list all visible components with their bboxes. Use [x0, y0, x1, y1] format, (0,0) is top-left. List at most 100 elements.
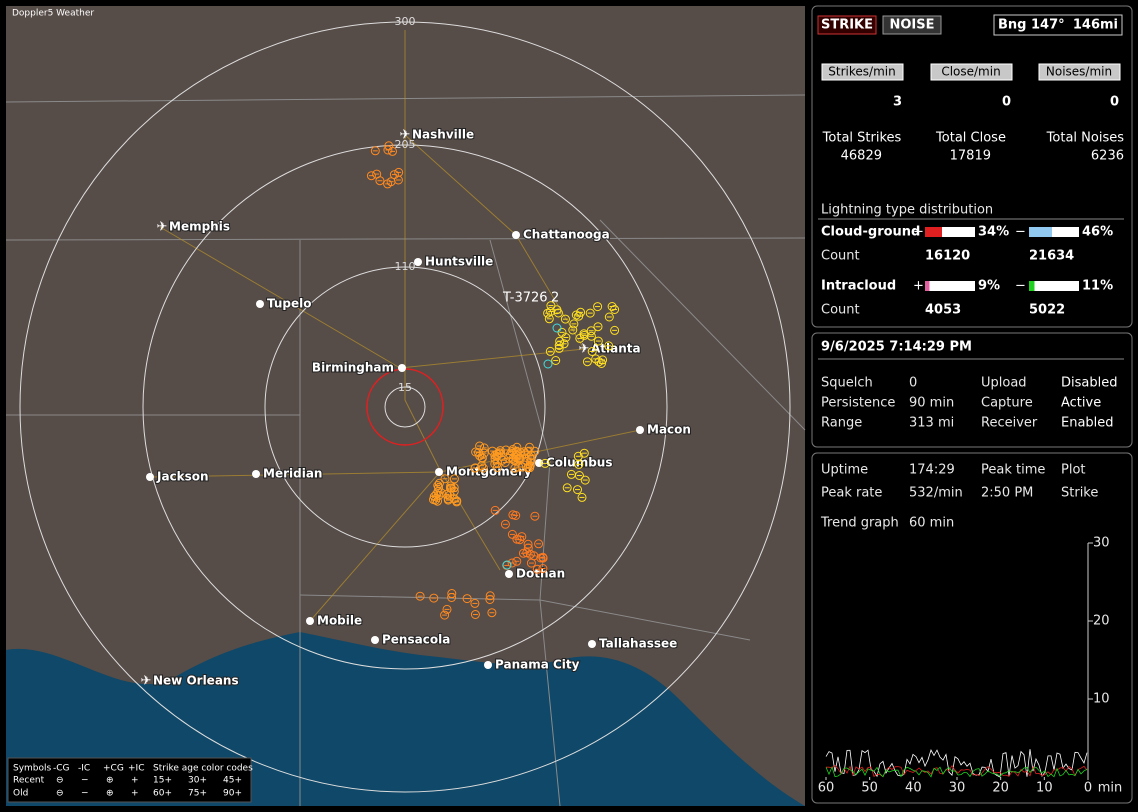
- city-label: Columbus: [546, 456, 613, 470]
- strike-symbol: [607, 302, 617, 311]
- inner-ring: [384, 386, 426, 428]
- city-dot: [588, 640, 596, 648]
- city-dot: [435, 468, 443, 476]
- strike-symbol: [370, 146, 380, 156]
- legend-old: Old: [13, 789, 28, 799]
- stat-text: Peak rate: [821, 486, 882, 501]
- strike-symbol: [540, 458, 550, 468]
- city-label: Mobile: [317, 614, 362, 628]
- airport-icon: ✈: [579, 342, 590, 357]
- strike-button[interactable]: [817, 15, 877, 35]
- strike-symbol: [490, 450, 500, 460]
- stat-text: 60 min: [909, 516, 954, 531]
- strike-symbol: [522, 456, 532, 466]
- strike-symbol: [593, 302, 603, 312]
- strike-symbol: [543, 359, 553, 369]
- x-tick-label: 10: [1036, 781, 1053, 796]
- city-label: Dothan: [516, 567, 565, 581]
- strike-symbol: [433, 481, 443, 490]
- legend-age: 60+: [153, 789, 172, 799]
- city-label: Macon: [647, 423, 691, 437]
- strike-symbol: [445, 483, 455, 493]
- strike-symbol: [551, 356, 561, 365]
- stat-text: 532/min: [909, 486, 963, 501]
- stat-text: Strike: [1061, 486, 1098, 501]
- trend-line: [825, 748, 1088, 778]
- stat-text: Plot: [1061, 463, 1086, 478]
- airport-icon: ✈: [400, 128, 411, 143]
- city-label: Tupelo: [267, 297, 312, 311]
- legend-age: 90+: [223, 789, 242, 799]
- rate-value: 0: [1002, 95, 1011, 110]
- strike-symbol: [604, 341, 614, 351]
- legend-age-title: Strike age color codes: [153, 764, 253, 774]
- range-ring: [264, 266, 546, 548]
- strike-symbol: [523, 447, 533, 457]
- count-value: 16120: [925, 249, 970, 264]
- rate-label: Close/min: [941, 65, 1000, 79]
- city-dot: [484, 661, 492, 669]
- setting-label: Upload: [981, 376, 1027, 391]
- count-label: Count: [821, 249, 860, 264]
- strike-symbol: [462, 594, 472, 604]
- rate-label: Strikes/min: [828, 65, 895, 79]
- strike-symbol: [536, 553, 546, 563]
- range-ring: [19, 21, 791, 793]
- strike-symbol: [508, 510, 518, 520]
- legend-age: 30+: [188, 776, 207, 786]
- strike-symbol: [593, 322, 603, 332]
- legend-age: 15+: [153, 776, 172, 786]
- city-dot: [636, 426, 644, 434]
- city-label: Birmingham: [312, 361, 394, 375]
- stat-text: Peak time: [981, 463, 1045, 478]
- strike-symbol: [576, 307, 586, 317]
- y-tick-label: 30: [1093, 536, 1110, 551]
- minus-sign: −: [1015, 279, 1026, 294]
- y-tick-label: 10: [1093, 692, 1110, 707]
- strike-symbol: [366, 171, 376, 181]
- minus-sign: −: [1015, 225, 1026, 240]
- strike-symbol: [555, 336, 565, 346]
- noise-button[interactable]: [882, 15, 942, 35]
- strike-symbol: [452, 497, 462, 507]
- stat-text: Trend graph: [820, 516, 899, 531]
- strike-symbol: [552, 305, 562, 315]
- city-dot: [252, 470, 260, 478]
- strike-symbol: [372, 169, 382, 179]
- city-label: Nashville: [412, 128, 474, 142]
- marker-count: 2: [551, 291, 559, 306]
- strike-symbol: [470, 598, 480, 608]
- type-name: Cloud-ground: [821, 225, 920, 240]
- strike-symbol: [511, 447, 521, 457]
- strike-symbol: [568, 325, 578, 335]
- rate-value: 3: [893, 95, 902, 110]
- strike-symbol: [545, 346, 555, 356]
- count-value: 4053: [925, 303, 961, 318]
- bar-fill: [925, 227, 942, 237]
- bar-label: 46%: [1082, 225, 1113, 240]
- strike-symbol: [546, 301, 556, 311]
- count-label: Count: [821, 303, 860, 318]
- x-tick-label: 20: [992, 781, 1009, 796]
- bar-fill: [1029, 227, 1052, 237]
- strike-symbol: [597, 359, 606, 368]
- strike-symbol: [470, 463, 480, 473]
- strike-symbol: [490, 505, 500, 515]
- setting-value: Active: [1061, 396, 1101, 411]
- strike-symbol: [497, 455, 507, 465]
- legend-icon: −: [81, 776, 89, 786]
- rate-button: [1038, 63, 1121, 81]
- rate-button: [930, 63, 1013, 81]
- bar-label: 34%: [978, 225, 1009, 240]
- total-label: Total Strikes: [822, 131, 902, 146]
- bearing-box: [993, 14, 1123, 36]
- strike-symbol: [442, 604, 452, 614]
- strike-symbol: [512, 534, 522, 544]
- setting-label: Squelch: [821, 376, 873, 391]
- y-tick-label: 20: [1093, 614, 1110, 629]
- range-label: 300: [395, 15, 416, 28]
- trend-line: [826, 764, 1088, 778]
- setting-value: Disabled: [1061, 376, 1117, 391]
- strike-symbol: [591, 354, 601, 364]
- bar-track: [925, 281, 975, 291]
